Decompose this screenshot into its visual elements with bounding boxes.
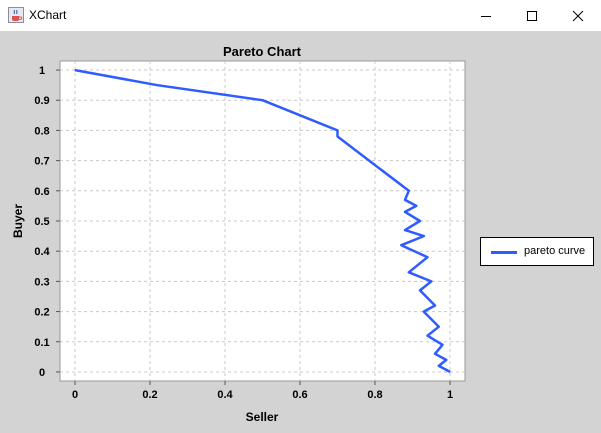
- y-tick-label: 0.9: [34, 95, 49, 107]
- series-point: [336, 129, 339, 132]
- title-bar: XChart: [0, 0, 601, 31]
- y-tick-label: 1: [39, 65, 45, 77]
- maximize-button[interactable]: [509, 0, 555, 31]
- series-line: [74, 68, 451, 374]
- series-point: [404, 199, 406, 201]
- series-point: [404, 211, 406, 213]
- series-point: [415, 205, 417, 207]
- series-point: [426, 335, 429, 337]
- x-tick-label: 1: [447, 389, 453, 401]
- series-point: [434, 353, 436, 355]
- window-title: XChart: [29, 8, 67, 22]
- axis-ticks: 0 0.2 0.4 0.6 0.8 1 0 0.1 0.2 0.3 0.4 0.5 0.6 0.7 0.8 0…: [34, 65, 453, 401]
- x-tick-label: 0.4: [217, 389, 233, 401]
- close-button[interactable]: [555, 0, 601, 31]
- y-tick-label: 0.1: [34, 337, 49, 349]
- series-point: [423, 235, 425, 237]
- series-point: [408, 271, 410, 273]
- series-point: [430, 280, 432, 282]
- java-cup-icon: [8, 7, 24, 23]
- series-point: [336, 135, 339, 138]
- series-point: [419, 220, 421, 222]
- y-axis-label: Buyer: [11, 204, 25, 238]
- minimize-icon: [481, 15, 491, 17]
- y-tick-label: 0.5: [34, 216, 49, 228]
- series-point: [404, 229, 406, 231]
- y-tick-label: 0.4: [34, 246, 50, 258]
- y-tick-label: 0.3: [34, 276, 49, 288]
- y-tick-label: 0: [39, 367, 45, 379]
- minimize-button[interactable]: [463, 0, 509, 31]
- pareto-chart: 0 0.2 0.4 0.6 0.8 1 0 0.1 0.2 0.3 0.4 0.5 0.6 0.7 0.8 0…: [11, 44, 466, 424]
- x-tick-label: 0.8: [367, 389, 382, 401]
- series-point: [438, 326, 440, 328]
- y-tick-label: 0.7: [34, 156, 49, 168]
- close-icon: [572, 10, 584, 21]
- x-axis-label: Seller: [246, 410, 279, 424]
- series-layer: [74, 68, 451, 374]
- series-point: [438, 365, 440, 367]
- series-point: [261, 99, 264, 101]
- maximize-icon: [527, 10, 537, 21]
- legend-label: pareto curve: [524, 245, 586, 257]
- x-tick-label: 0: [72, 389, 78, 401]
- x-tick-label: 0.6: [292, 389, 307, 401]
- series-point: [74, 69, 76, 71]
- series-point: [423, 310, 425, 313]
- legend-swatch: [491, 251, 517, 254]
- series-point: [434, 304, 436, 307]
- series-point: [449, 371, 451, 373]
- y-tick-label: 0.2: [34, 307, 49, 319]
- series-point: [419, 289, 421, 292]
- series-point: [408, 190, 410, 192]
- grid-lines: [60, 61, 465, 381]
- series-point: [441, 344, 444, 346]
- series-point: [445, 359, 447, 361]
- legend: pareto curve: [480, 237, 594, 266]
- chart-title: Pareto Chart: [223, 44, 302, 59]
- series-point: [400, 244, 402, 246]
- chart-panel: 0 0.2 0.4 0.6 0.8 1 0 0.1 0.2 0.3 0.4 0.5 0.6 0.7 0.8 0…: [0, 31, 601, 433]
- series-point: [156, 84, 159, 86]
- y-tick-label: 0.8: [34, 125, 49, 137]
- y-tick-label: 0.6: [34, 186, 49, 198]
- series-point: [426, 256, 429, 258]
- x-tick-label: 0.2: [142, 389, 157, 401]
